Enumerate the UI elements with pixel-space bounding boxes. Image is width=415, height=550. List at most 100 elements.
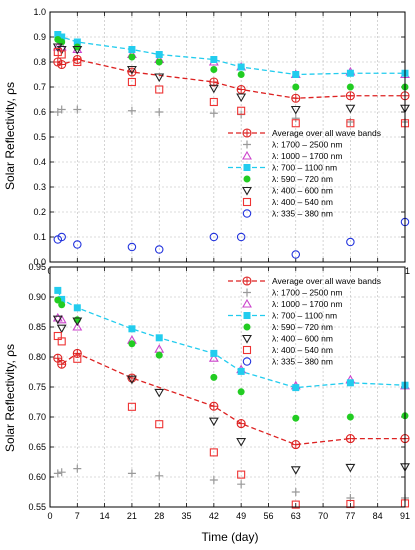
legend-marker <box>243 312 251 319</box>
marker-triangle-down <box>345 463 356 473</box>
marker-circle-open <box>291 250 301 259</box>
legend-marker <box>242 186 252 196</box>
x-tick-label: 28 <box>154 511 164 521</box>
marker-plus <box>57 105 66 114</box>
data-point <box>72 45 83 55</box>
data-point <box>72 54 82 65</box>
y-tick-label: 0.75 <box>28 382 46 392</box>
data-point <box>57 59 67 70</box>
legend-marker <box>243 175 251 183</box>
data-point <box>345 91 355 101</box>
marker-triangle-down <box>56 324 67 334</box>
legend-label: λ: 335 – 380 nm <box>272 357 333 367</box>
marker-plus <box>243 140 251 149</box>
data-point <box>209 401 219 411</box>
marker-plus <box>243 288 251 297</box>
data-point <box>236 84 246 95</box>
data-point <box>126 65 137 75</box>
data-point <box>155 108 164 116</box>
marker-cross <box>127 68 136 76</box>
marker-plus <box>291 114 300 123</box>
x-tick-label: 56 <box>263 511 273 521</box>
data-point <box>208 417 219 427</box>
marker-cross <box>57 60 66 69</box>
marker-triangle-down <box>236 93 247 103</box>
marker-square-filled <box>54 31 62 38</box>
data-point <box>73 57 82 67</box>
axes-frame <box>49 11 406 263</box>
data-point <box>127 106 136 115</box>
marker-triangle-down <box>154 388 165 398</box>
y-tick-label: 0.2 <box>33 207 46 217</box>
marker-plus <box>291 488 300 496</box>
panel-top: 071421283542495663707784910.00.10.20.30.… <box>33 7 410 276</box>
data-point <box>73 464 82 473</box>
x-tick-label: 84 <box>373 511 383 521</box>
data-point <box>346 69 354 77</box>
marker-circle-open <box>209 232 219 242</box>
marker-square-filled <box>292 384 300 392</box>
data-point <box>345 463 356 473</box>
marker-square-open <box>73 354 82 363</box>
marker-triangle-down <box>126 375 137 385</box>
marker-square-filled <box>346 69 354 77</box>
data-point <box>53 353 63 363</box>
data-point <box>73 304 81 312</box>
marker-square-open <box>346 119 355 128</box>
y-tick-label: 0.5 <box>33 132 46 142</box>
data-point <box>346 83 354 91</box>
data-point <box>237 71 245 78</box>
marker-square-open <box>57 337 66 346</box>
data-point <box>155 334 163 342</box>
marker-square-filled <box>58 295 66 303</box>
legend-marker <box>242 357 252 366</box>
data-point <box>209 232 219 242</box>
axis-ticks: 0 7 14 21 28 35 42 49 56 63 70 77 84 91 0.55 0.60 0.65 0.… <box>28 262 410 521</box>
data-point <box>210 66 218 73</box>
marker-circle-filled <box>58 301 66 309</box>
data-point <box>127 402 136 411</box>
data-point <box>58 295 66 303</box>
x-tick-label: 14 <box>100 511 110 521</box>
marker-plus <box>155 108 164 116</box>
data-point <box>291 114 300 123</box>
data-point <box>345 434 355 444</box>
data-point <box>208 353 219 362</box>
data-point <box>237 480 246 489</box>
marker-triangle-down <box>72 317 83 327</box>
marker-triangle-down <box>126 65 137 75</box>
data-point <box>155 471 164 480</box>
marker-plus <box>57 468 66 477</box>
data-point <box>127 67 137 77</box>
marker-triangle-down <box>154 73 165 83</box>
data-point <box>128 325 136 333</box>
panel-bottom: 0 7 14 21 28 35 42 49 56 63 70 77 84 91 0.55 0.60 0.65 0.… <box>28 262 410 521</box>
y-tick-label: 0.0 <box>33 257 46 267</box>
legend-label: Average over all wave bands <box>272 276 381 286</box>
marker-circle-filled <box>128 53 136 61</box>
marker-triangle-down <box>345 104 356 114</box>
data-point <box>345 104 356 114</box>
x-tick-label: 91 <box>400 511 410 521</box>
marker-circle-filled <box>243 323 251 331</box>
axes-frame <box>49 266 406 508</box>
marker-circle-open <box>242 357 252 366</box>
marker-cross <box>73 55 82 64</box>
data-point <box>209 476 218 484</box>
data-point <box>57 359 67 369</box>
data-point <box>209 109 218 118</box>
x-tick-label: 0 <box>47 511 52 521</box>
marker-triangle-down <box>52 315 63 325</box>
marker-triangle-down <box>72 45 83 55</box>
marker-circle-open <box>236 232 246 242</box>
y-tick-label: 0.3 <box>33 182 46 192</box>
marker-circle-filled <box>54 296 62 304</box>
marker-cross <box>243 277 251 285</box>
legend-marker <box>242 298 252 308</box>
marker-square-filled <box>73 304 81 312</box>
data-point <box>52 312 63 322</box>
legend: Average over all wave bands λ: 1700 – 250… <box>228 128 381 219</box>
marker-circle-open <box>154 245 164 254</box>
data-point <box>291 488 300 496</box>
legend-label: λ: 1700 – 2500 nm <box>272 288 342 298</box>
